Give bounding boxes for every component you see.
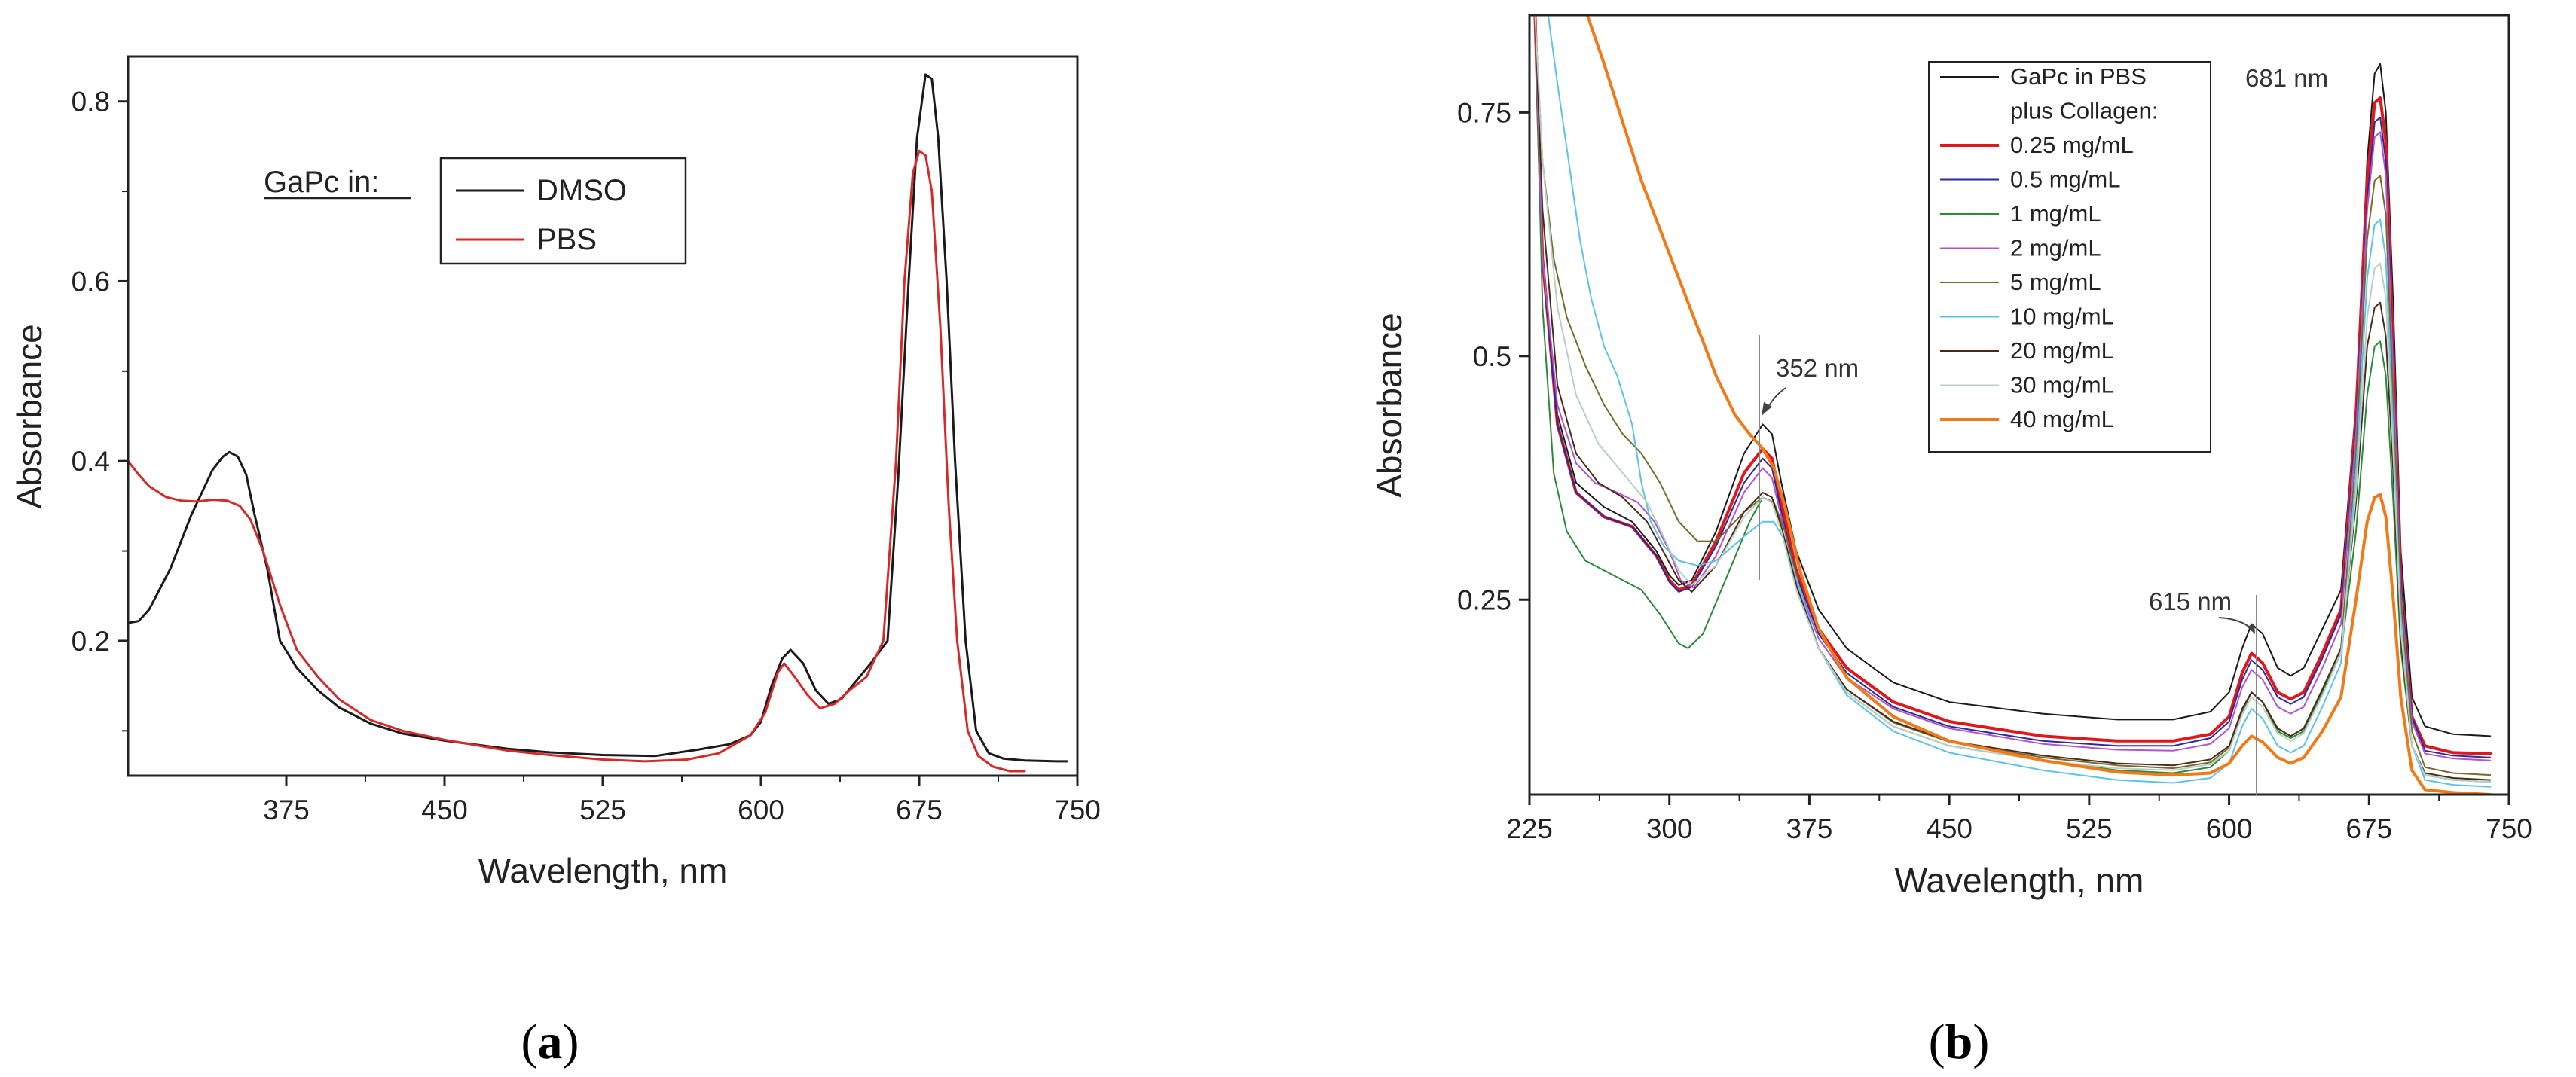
x-axis-title-b: Wavelength, nm [1895,861,2144,900]
x-tick-label-b-525: 525 [2066,813,2113,844]
legend-label-b-9: 40 mg/mL [2010,406,2114,432]
x-tick-label-a-525: 525 [579,795,626,825]
annotation-352: 352 nm [1759,335,1859,580]
legend-b: GaPc in PBS plus Collagen: 0.25 mg/mL 0.5 m… [1940,63,2158,432]
series-line-b-9 [1585,15,2492,795]
annotation-681-label: 681 nm [2245,64,2328,92]
legend-label-b-7: 20 mg/mL [2010,337,2114,364]
legend-box-b [1928,61,2211,453]
x-tick-label-b-375: 375 [1786,813,1833,844]
series-group-b [1533,15,2492,795]
series-line-b-1 [1533,15,2492,755]
ticks-a: 375 450 525 600 675 750 0.2 0.4 0.6 0.8 [72,87,1101,825]
y-tick-label-a-0.2: 0.2 [72,626,110,657]
chart-panel-b: 225 300 375 450 525 600 675 750 0.25 0.5 0.75 Wave… [1370,14,2532,900]
x-tick-label-b-750: 750 [2486,813,2532,844]
legend-box-a [439,157,687,265]
ticks-b: 225 300 375 450 525 600 675 750 0.25 0.5 0.75 [1457,97,2532,844]
x-tick-label-b-450: 450 [1926,813,1972,844]
y-tick-label-a-0.4: 0.4 [72,446,110,477]
x-tick-label-a-600: 600 [738,795,784,825]
x-tick-label-b-225: 225 [1506,813,1553,844]
legend-label-dmso: DMSO [536,174,627,207]
x-tick-label-a-450: 450 [421,795,468,825]
series-line-b-7 [1534,15,2492,781]
x-tick-label-b-600: 600 [2206,813,2253,844]
legend-label-pbs: PBS [536,223,597,256]
legend-label-b-0: GaPc in PBS [2010,63,2147,90]
y-axis-title-b: Absorbance [1370,313,1409,498]
legend-label-b-1: 0.25 mg/mL [2010,132,2134,158]
legend-label-b-3: 1 mg/mL [2010,200,2101,227]
legend-title-a: GaPc in: [264,166,379,199]
series-group-a [128,73,1068,773]
panel-label-b: (b) [1929,1014,1990,1069]
series-line-b-0 [1534,15,2492,737]
y-tick-label-a-0.6: 0.6 [72,266,110,297]
x-tick-label-b-675: 675 [2345,813,2392,844]
x-tick-label-a-675: 675 [896,795,943,825]
x-tick-label-b-300: 300 [1646,813,1693,844]
x-tick-label-a-375: 375 [263,795,310,825]
panel-label-a: (a) [521,1014,579,1069]
chart-panel-a: 375 450 525 600 675 750 0.2 0.4 0.6 0.8 Wavelengt… [10,55,1101,890]
series-line-a-1 [128,149,1026,773]
legend-label-b-6: 10 mg/mL [2010,304,2114,330]
annotation-615: 615 nm [2149,587,2257,795]
annotation-615-label: 615 nm [2149,587,2232,615]
y-axis-title-a: Absorbance [10,324,49,509]
series-line-b-4 [1534,15,2492,761]
series-line-b-6 [1547,15,2492,788]
x-axis-title-a: Wavelength, nm [478,851,728,890]
legend-label-b-8: 30 mg/mL [2010,372,2114,398]
legend-label-b-4: 2 mg/mL [2010,235,2101,261]
legend-label-b-5: 5 mg/mL [2010,269,2101,295]
x-tick-label-a-750: 750 [1054,795,1101,825]
y-tick-label-b-0.75: 0.75 [1457,97,1511,128]
series-line-b-2 [1534,15,2492,758]
annotation-352-label: 352 nm [1776,354,1859,382]
y-tick-label-b-0.5: 0.5 [1473,341,1511,372]
series-line-b-8 [1534,15,2492,783]
legend-label-b-2: 0.5 mg/mL [2010,166,2120,193]
y-tick-label-a-0.8: 0.8 [72,87,110,117]
series-line-b-5 [1534,15,2492,776]
legend-title-line2-b: plus Collagen: [2010,98,2158,124]
y-tick-label-b-0.25: 0.25 [1457,584,1511,615]
